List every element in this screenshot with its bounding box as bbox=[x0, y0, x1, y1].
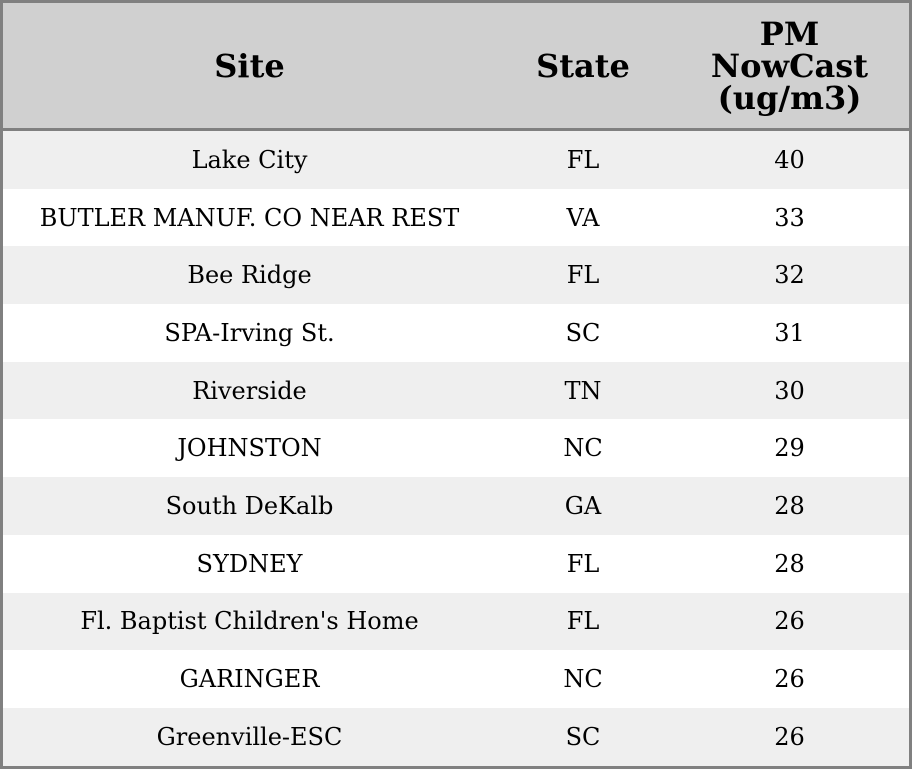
state-cell: SC bbox=[496, 707, 670, 766]
table-row: JOHNSTON NC 29 bbox=[3, 419, 909, 477]
state-cell: SC bbox=[565, 318, 601, 347]
state-cell: TN bbox=[496, 361, 670, 420]
site-cell: Bee Ridge bbox=[3, 246, 496, 305]
state-cell: FL bbox=[566, 549, 600, 578]
site-cell: GARINGER bbox=[179, 665, 320, 694]
table-row: Riverside TN 30 bbox=[3, 361, 909, 420]
value-cell: 31 bbox=[774, 318, 805, 347]
value-cell: 26 bbox=[670, 592, 909, 651]
site-cell: South DeKalb bbox=[3, 477, 496, 535]
table-row: SPA-Irving St. SC 31 bbox=[3, 304, 909, 362]
value-cell: 28 bbox=[670, 477, 909, 535]
header-state: State bbox=[496, 3, 670, 131]
site-cell: Riverside bbox=[3, 361, 496, 420]
value-cell: 33 bbox=[774, 203, 805, 232]
state-cell: VA bbox=[566, 203, 600, 232]
state-cell: NC bbox=[563, 665, 603, 694]
table-row: Bee Ridge FL 32 bbox=[3, 246, 909, 305]
state-cell: FL bbox=[496, 246, 670, 305]
header-pm-nowcast: PM NowCast (ug/m3) bbox=[670, 3, 909, 131]
state-cell: NC bbox=[563, 434, 603, 463]
site-cell: Greenville-ESC bbox=[3, 707, 496, 766]
value-cell: 29 bbox=[774, 434, 805, 463]
table-row: Lake City FL 40 bbox=[3, 129, 909, 189]
site-cell: Lake City bbox=[3, 129, 496, 189]
table-row: South DeKalb GA 28 bbox=[3, 477, 909, 535]
value-cell: 30 bbox=[670, 361, 909, 420]
value-cell: 32 bbox=[670, 246, 909, 305]
site-cell: JOHNSTON bbox=[177, 434, 322, 463]
table-row: GARINGER NC 26 bbox=[3, 650, 909, 708]
site-cell: Fl. Baptist Children's Home bbox=[3, 592, 496, 651]
table-row: BUTLER MANUF. CO NEAR REST VA 33 bbox=[3, 189, 909, 247]
data-table: Site State PM NowCast (ug/m3) Lake City F… bbox=[3, 3, 909, 766]
value-cell: 26 bbox=[670, 707, 909, 766]
site-cell: SPA-Irving St. bbox=[164, 318, 335, 347]
value-cell: 40 bbox=[670, 129, 909, 189]
value-cell: 26 bbox=[774, 665, 805, 694]
site-cell: SYDNEY bbox=[196, 549, 303, 578]
table-row: Fl. Baptist Children's Home FL 26 bbox=[3, 592, 909, 651]
value-cell: 28 bbox=[774, 549, 805, 578]
state-cell: FL bbox=[496, 592, 670, 651]
table-row: SYDNEY FL 28 bbox=[3, 535, 909, 593]
state-cell: FL bbox=[496, 129, 670, 189]
table-row: Greenville-ESC SC 26 bbox=[3, 707, 909, 766]
site-cell: BUTLER MANUF. CO NEAR REST bbox=[39, 203, 460, 232]
header-site: Site bbox=[3, 3, 496, 131]
header-row: Site State PM NowCast (ug/m3) bbox=[3, 3, 909, 131]
state-cell: GA bbox=[496, 477, 670, 535]
